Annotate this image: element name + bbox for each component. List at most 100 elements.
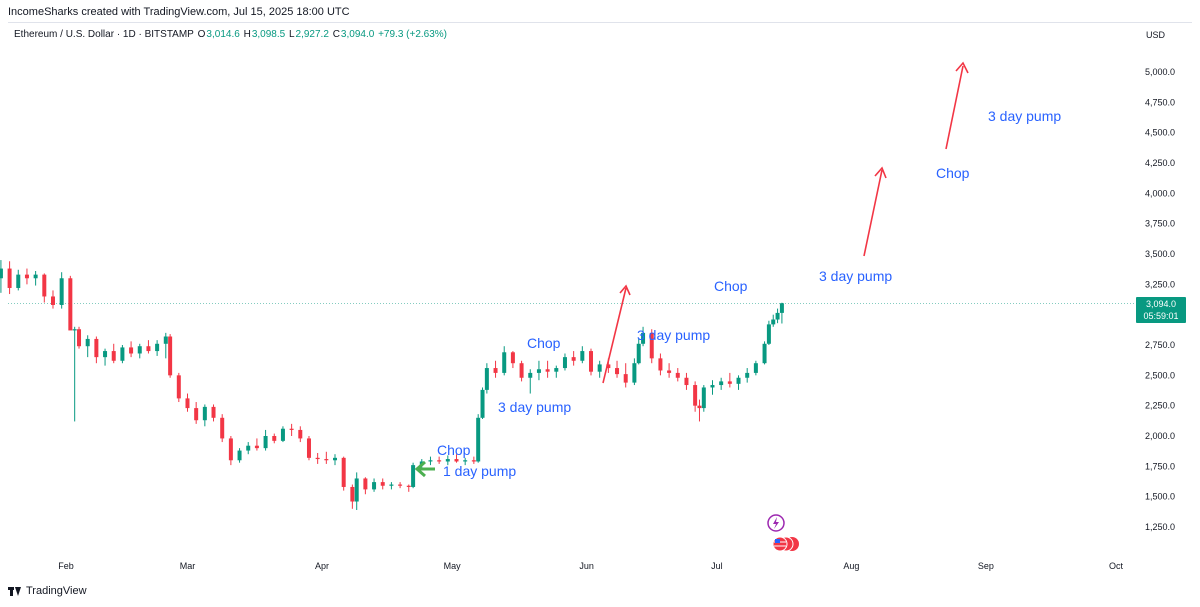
event-icons[interactable] [764,513,804,557]
x-axis[interactable]: Feb Mar Apr May Jun Jul Aug Sep Oct [58,561,1123,571]
candle-body [480,389,485,418]
y-tick-label: 4,000.0 [1145,188,1175,198]
tradingview-logo[interactable]: TradingView [8,585,87,597]
x-tick-label: Apr [315,561,329,571]
candle-body [411,465,416,487]
y-tick-label: 2,750.0 [1145,340,1175,350]
chart-frame [8,22,1192,578]
candle-body [510,352,515,364]
annotation-1-day-pump: 1 day pump [443,463,517,479]
y-tick-label: 3,500.0 [1145,249,1175,259]
candle-body [380,482,385,486]
candle-body [298,429,303,439]
change-value: +79.3 (+2.63%) [378,29,448,40]
y-axis[interactable]: 1,250.0 1,500.0 1,750.0 2,000.0 2,250.0 2,500… [1145,67,1175,532]
candle-body [50,296,55,305]
candle-body [779,303,784,313]
y-tick-label: 4,500.0 [1145,128,1175,138]
candle-body [94,338,99,358]
candle-body [7,268,12,288]
annotation-chop-2: Chop [527,335,561,351]
close-label: C [332,29,340,40]
y-tick-label: 2,000.0 [1145,431,1175,441]
candle-body [406,485,411,487]
candle-body [727,381,732,384]
candle-body [571,357,576,361]
candle-body [649,332,654,359]
candle-body [389,484,394,486]
y-tick-label: 1,500.0 [1145,492,1175,502]
candle-body [324,459,329,461]
candle-body [536,369,541,373]
candle-body [693,385,698,406]
candle-body [597,364,602,372]
currency-label[interactable]: USD [1146,30,1166,40]
candle-body [623,374,628,383]
pump-arrow-2-head [874,166,887,179]
high-value: 3,098.5 [251,29,286,40]
y-tick-label: 3,250.0 [1145,279,1175,289]
candles [0,260,784,511]
candle-body [528,372,533,378]
candle-body [228,438,233,461]
y-tick-label: 4,250.0 [1145,158,1175,168]
symbol-ohlc-line: Ethereum / U.S. Dollar · 1D · BITSTAMP O… [14,29,448,40]
high-label: H [243,29,251,40]
y-tick-label: 3,750.0 [1145,219,1175,229]
flag-canton [775,539,780,543]
candle-body [372,482,377,490]
candle-body [745,372,750,378]
candle-body [658,358,663,371]
candle-body [111,351,116,361]
x-tick-label: Jul [711,561,723,571]
annotation-3-day-pump-1: 3 day pump [498,399,572,415]
candle-body [176,375,181,399]
open-label: O [197,29,206,40]
candle-body [350,486,355,502]
annotation-3-day-pump-4: 3 day pump [988,108,1062,124]
candle-body [103,351,108,358]
candle-body [137,346,142,354]
candle-body [85,338,90,347]
open-value: 3,014.6 [206,29,240,40]
x-tick-label: Mar [180,561,196,571]
pump-arrow-3 [945,65,964,150]
candle-body [710,385,715,388]
y-tick-label: 2,250.0 [1145,401,1175,411]
candle-body [606,364,611,369]
pump-arrow-1-head [619,284,631,296]
candle-body [493,368,498,373]
candle-body [580,351,585,361]
symbol-name[interactable]: Ethereum / U.S. Dollar · 1D · BITSTAMP [14,29,194,40]
candle-body [736,377,741,384]
x-tick-label: Aug [843,561,859,571]
candle-body [762,343,767,364]
candle-body [237,450,242,461]
annotation-chop-4: Chop [936,165,970,181]
candle-body [363,478,368,490]
x-tick-label: May [444,561,462,571]
pump-arrow-3-head [955,61,969,74]
candle-body [306,438,311,458]
candle-body [42,274,47,297]
lightning-glyph-icon [773,517,779,529]
candle-body [545,369,550,372]
x-tick-label: Jun [579,561,594,571]
candle-body [354,478,359,502]
candle-body [445,459,450,462]
candle-body [341,457,346,487]
candle-body [120,347,125,361]
candle-body [753,363,758,373]
candle-body [16,274,21,288]
candle-body [146,346,151,352]
candle-body [72,329,77,331]
candle-body [484,368,489,390]
candle-body [315,457,320,460]
low-label: L [288,29,295,40]
candle-body [615,368,620,375]
candle-body [263,436,268,449]
candle-body [202,406,207,421]
candle-body [220,417,225,439]
candle-body [246,445,251,451]
